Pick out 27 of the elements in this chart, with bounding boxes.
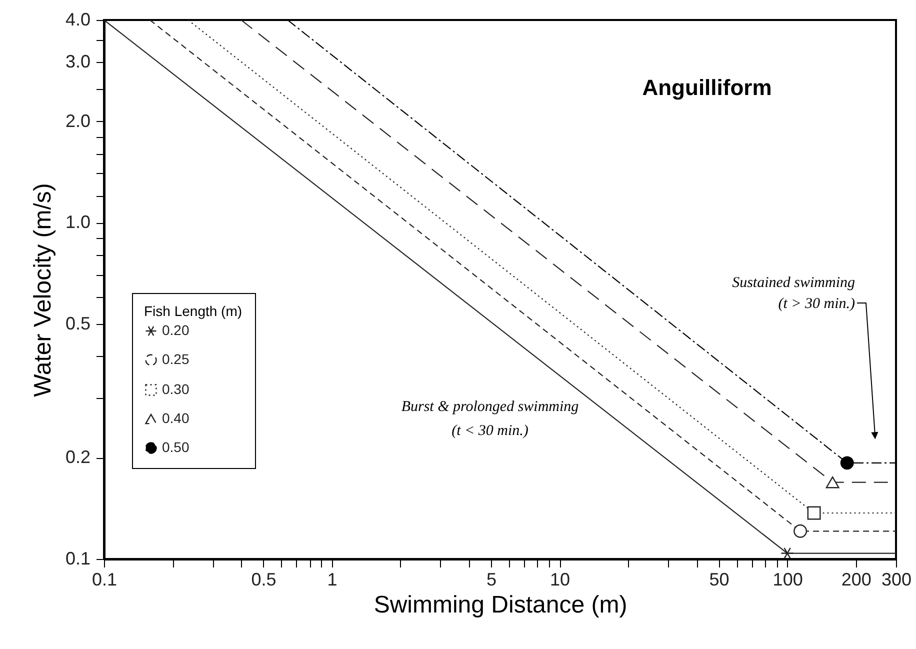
- x-tick-label: 50: [709, 570, 730, 590]
- legend-label: 0.30: [162, 381, 190, 397]
- legend-label: 0.40: [162, 410, 190, 426]
- legend-label: 0.25: [162, 351, 190, 367]
- x-tick-label: 100: [772, 570, 803, 590]
- annotation: Sustained swimming (t > 30 min.): [732, 275, 856, 312]
- x-tick-label: 1: [327, 570, 338, 590]
- annotation: Burst & prolonged swimming (t < 30 min.): [401, 399, 580, 439]
- legend-label: 0.50: [162, 439, 190, 455]
- x-tick-label: 5: [486, 570, 496, 590]
- legend-label: 0.20: [162, 322, 190, 338]
- y-tick-label: 0.5: [65, 313, 90, 334]
- x-tick-label: 300: [881, 570, 912, 590]
- x-axis-title: Swimming Distance (m): [374, 592, 628, 618]
- y-tick-label: 4.0: [65, 10, 90, 30]
- y-tick-label: 2.0: [65, 110, 90, 131]
- x-tick-label: 0.5: [251, 570, 276, 590]
- y-tick-label: 0.1: [65, 548, 90, 568]
- x-tick-label: 10: [550, 570, 570, 590]
- y-tick-label: 1.0: [65, 212, 90, 232]
- y-tick-label: 0.2: [65, 447, 90, 468]
- y-axis-title: Water Velocity (m/s): [29, 183, 56, 397]
- text: Anguilliform: [642, 75, 772, 100]
- x-tick-label: 0.1: [92, 570, 118, 590]
- y-tick-label: 3.0: [65, 52, 90, 72]
- x-tick-label: 200: [841, 570, 872, 590]
- legend-title: Fish Length (m): [144, 303, 242, 319]
